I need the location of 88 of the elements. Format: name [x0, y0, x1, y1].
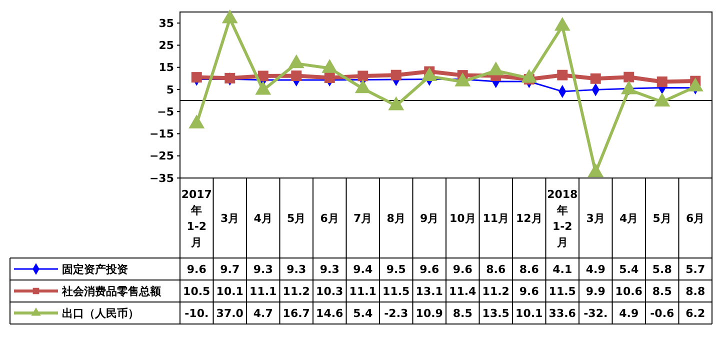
- x-tick-label: 7月: [354, 212, 372, 225]
- point: [358, 70, 368, 82]
- x-tick-label: 4月: [254, 212, 272, 225]
- data-label: 9.3: [286, 262, 306, 276]
- data-label: 10.5: [183, 284, 210, 298]
- point: [188, 114, 205, 128]
- x-tick-label: 10月: [449, 212, 476, 225]
- data-label: 13.1: [416, 284, 443, 298]
- data-label: 11.5: [548, 284, 576, 298]
- data-label: 8.6: [486, 262, 506, 276]
- data-label: 10.6: [615, 284, 643, 298]
- data-label: 11.5: [382, 284, 410, 298]
- point: [224, 72, 236, 84]
- y-tick-label: 35: [158, 16, 174, 30]
- point: [590, 73, 601, 84]
- data-label: 11.1: [250, 284, 277, 298]
- data-label: 10.1: [516, 306, 543, 320]
- data-label: 9.5: [386, 262, 406, 276]
- x-tick-label: 6月: [686, 212, 705, 225]
- y-tick-label: −35: [149, 172, 174, 185]
- y-tick-label: 15: [158, 61, 174, 74]
- legend-label: 出口（人民币）: [62, 306, 139, 320]
- data-label: 9.7: [220, 262, 240, 276]
- x-tick-label: 8月: [386, 212, 406, 225]
- legend-label: 社会消费品零售总额: [61, 284, 162, 298]
- point: [390, 70, 402, 80]
- data-label: 8.5: [652, 284, 672, 298]
- data-label: 11.2: [282, 284, 310, 298]
- data-label: 4.7: [253, 306, 273, 320]
- x-tick-label: 3月: [586, 212, 605, 225]
- data-label: 9.4: [353, 262, 373, 276]
- data-label: 9.6: [452, 262, 473, 276]
- point: [258, 70, 268, 82]
- y-tick-label: −15: [149, 128, 174, 141]
- legend-label: 固定资产投资: [62, 262, 128, 276]
- point: [656, 76, 668, 87]
- data-label: 33.6: [548, 306, 576, 320]
- data-label: 11.1: [349, 284, 376, 298]
- data-label: 5.4: [353, 306, 373, 320]
- point: [624, 72, 634, 82]
- data-label: -2.3: [384, 306, 408, 320]
- data-label: 9.3: [253, 262, 273, 276]
- x-tick-label: 4月: [620, 212, 638, 225]
- x-tick-label: 11月: [482, 212, 510, 225]
- x-tick-label: 5月: [287, 212, 306, 225]
- data-label: 6.2: [686, 306, 706, 320]
- data-label: 9.3: [320, 262, 340, 276]
- data-label: 14.6: [316, 306, 344, 320]
- data-label: 5.8: [652, 262, 672, 276]
- data-label: 16.7: [282, 306, 310, 320]
- point: [291, 70, 302, 81]
- data-label: 5.7: [686, 262, 706, 276]
- data-label: 10.3: [316, 284, 344, 298]
- point: [191, 72, 202, 83]
- x-tick-label: 12月: [516, 212, 542, 225]
- data-label: 10.1: [216, 284, 244, 298]
- data-label: -0.6: [650, 306, 674, 320]
- data-label: 10.9: [416, 306, 443, 320]
- point: [557, 70, 568, 80]
- data-label: 9.6: [420, 262, 440, 276]
- data-label: 8.5: [452, 306, 472, 320]
- data-label: 4.9: [586, 262, 606, 276]
- data-label: 11.4: [449, 284, 477, 298]
- x-tick-label: 2017年1-2月: [181, 188, 212, 249]
- data-label: 11.2: [482, 284, 510, 298]
- data-label: 9.6: [519, 284, 540, 298]
- y-tick-label: −5: [157, 105, 174, 118]
- data-label: 5.4: [619, 262, 639, 276]
- data-label: 4.1: [552, 262, 572, 276]
- x-tick-label: 6月: [320, 212, 339, 225]
- x-tick-label: 5月: [652, 212, 672, 225]
- point: [588, 163, 604, 178]
- data-label: 8.8: [686, 284, 706, 298]
- x-tick-label: 9月: [420, 212, 439, 225]
- data-label: 13.5: [482, 306, 510, 320]
- y-tick-label: 25: [158, 39, 174, 52]
- data-label: 37.0: [216, 306, 244, 320]
- data-label: 8.6: [519, 262, 540, 276]
- data-label: -10.: [184, 306, 209, 320]
- data-label: -32.: [584, 306, 608, 320]
- point: [324, 72, 335, 83]
- y-tick-label: −25: [149, 150, 174, 163]
- y-tick-label: 5: [166, 83, 174, 96]
- data-label: 9.9: [586, 284, 606, 298]
- x-tick-label: 3月: [220, 212, 240, 225]
- x-tick-label: 2018年1-2月: [547, 188, 578, 249]
- data-label: 9.6: [186, 262, 207, 276]
- data-label: 4.9: [619, 306, 639, 320]
